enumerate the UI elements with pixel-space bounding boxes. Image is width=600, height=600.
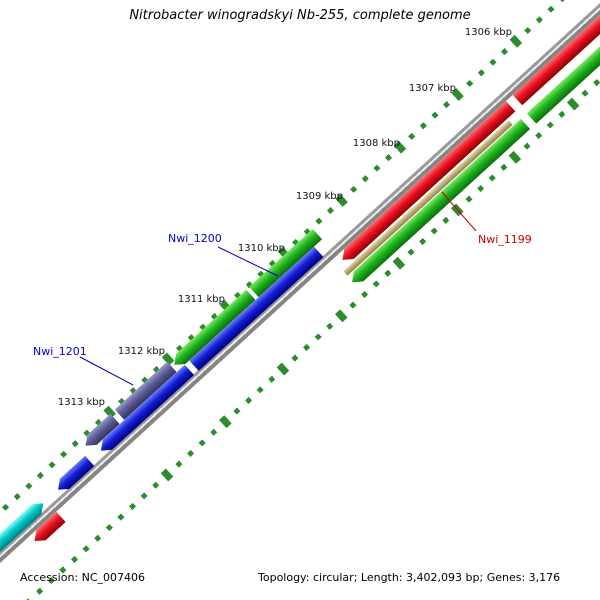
gene-label[interactable]: Nwi_1200 xyxy=(168,232,222,245)
genome-title: Nitrobacter winogradskyi Nb-255, complet… xyxy=(129,8,471,23)
accession-text: Accession: NC_007406 xyxy=(20,571,146,584)
gene-label[interactable]: Nwi_1199 xyxy=(478,233,532,246)
gene-arrow-tan-bar[interactable] xyxy=(343,120,513,276)
gene-arrow-green-long[interactable] xyxy=(347,119,530,288)
axis-tick-label: 1308 kbp xyxy=(352,138,400,149)
axis-tick-label: 1311 kbp xyxy=(177,294,225,305)
axis-tick-label: 1313 kbp xyxy=(57,397,105,408)
topology-text: Topology: circular; Length: 3,402,093 bp… xyxy=(258,571,561,584)
axis-tick-label: 1312 kbp xyxy=(117,346,165,357)
minor-ticks-lower xyxy=(0,9,600,600)
leader-line xyxy=(79,356,134,386)
axis-tick-label: 1306 kbp xyxy=(464,27,512,38)
axis-tick-label: 1307 kbp xyxy=(408,83,456,94)
gene-label[interactable]: Nwi_1201 xyxy=(33,345,87,358)
